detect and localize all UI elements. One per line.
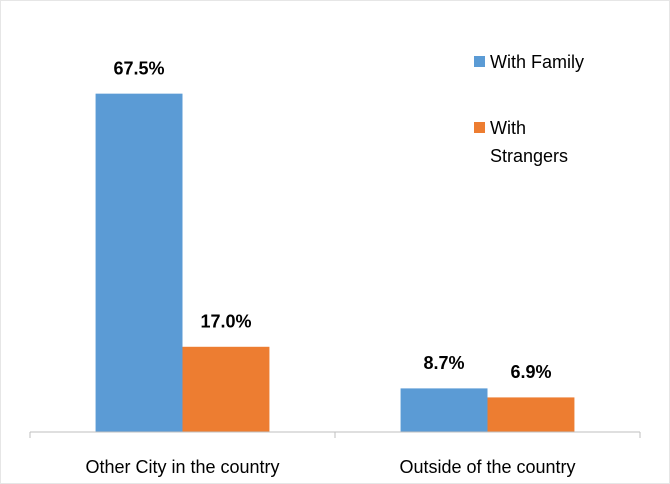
legend-swatch xyxy=(474,56,485,67)
legend-label: With Strangers xyxy=(490,118,569,166)
bar xyxy=(95,93,183,432)
bar xyxy=(487,397,575,432)
legend-label: With Family xyxy=(490,52,584,72)
x-tick-label: Outside of the country xyxy=(399,457,575,477)
data-label: 6.9% xyxy=(510,362,551,382)
data-label: 8.7% xyxy=(424,353,465,373)
data-label: 17.0% xyxy=(200,312,251,332)
bar xyxy=(400,388,488,432)
x-tick-label: Other City in the country xyxy=(85,457,279,477)
data-label: 67.5% xyxy=(114,58,165,78)
bar xyxy=(182,346,270,432)
legend-swatch xyxy=(474,122,485,133)
